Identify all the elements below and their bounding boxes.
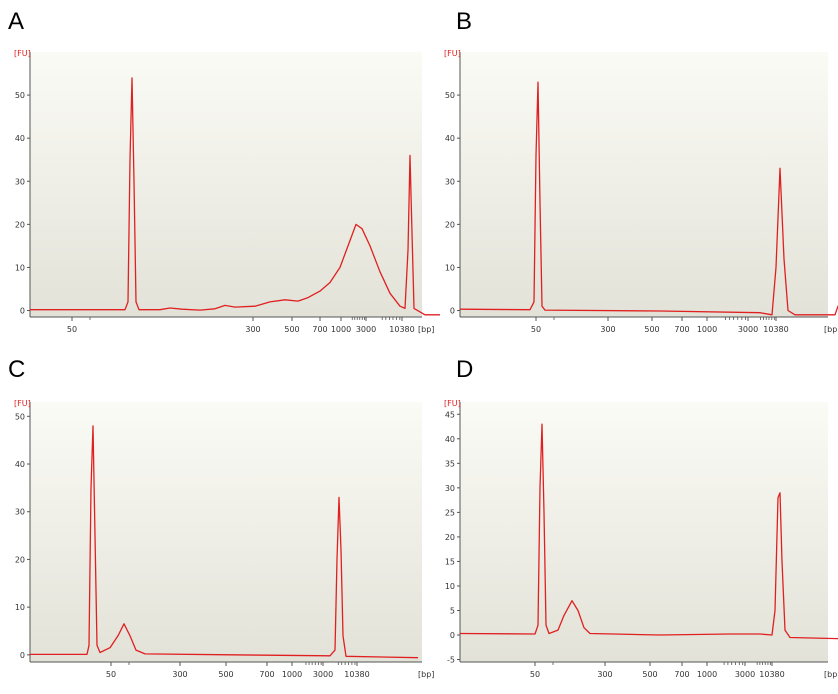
panel-letter-b: B [456, 8, 473, 35]
panel-letter-a: A [8, 8, 25, 35]
y-tick-label-c-0: 0 [20, 651, 25, 660]
trace-line-c [30, 425, 419, 659]
y-tick-label-b-3: 30 [445, 177, 455, 186]
chart-panel-c: C 0 10 20 30 40 50 [FU] 50 300 500 700 1000 3000 1038… [8, 356, 434, 690]
y-tick-label-d-9: 40 [445, 435, 455, 444]
y-tick-label-d-4: 15 [445, 557, 455, 566]
plot-area-d [460, 402, 828, 662]
x-tick-label-a-3: 700 [312, 325, 327, 334]
x-tick-label-c-6: 10380 [344, 670, 369, 679]
y-tick-label-a-5: 50 [15, 91, 25, 100]
y-tick-label-c-5: 50 [15, 412, 25, 421]
y-tick-label-d-2: 5 [450, 606, 455, 615]
x-tick-label-b-0: 50 [531, 325, 541, 334]
x-tick-label-d-4: 1000 [697, 670, 717, 679]
y-tick-label-c-4: 40 [15, 460, 25, 469]
x-tick-label-b-3: 700 [674, 325, 689, 334]
x-tick-label-c-4: 1000 [282, 670, 302, 679]
x-tick-label-d-6: 10380 [759, 670, 784, 679]
x-tick-label-d-0: 50 [530, 670, 540, 679]
y-tick-label-d-6: 25 [445, 508, 455, 517]
x-axis-unit-d: [bp] [824, 670, 838, 679]
y-tick-label-a-2: 20 [15, 220, 25, 229]
panel-letter-c: C [8, 356, 26, 383]
electropherogram-a: 0 10 20 30 40 50 [FU] 50 300 500 700 1000 3000 10380 [… [14, 49, 440, 334]
electropherogram-d: -5 0 5 10 15 20 25 30 35 40 45 [FU] 50 300 500 700 1000 3… [444, 399, 838, 679]
y-tick-label-d-5: 20 [445, 533, 455, 542]
x-tick-label-b-2: 500 [644, 325, 659, 334]
y-axis-unit-a: [FU] [14, 49, 31, 58]
x-axis-unit-c: [bp] [418, 670, 434, 679]
x-tick-label-c-5: 3000 [313, 670, 333, 679]
y-tick-label-c-1: 10 [15, 603, 25, 612]
y-tick-label-a-1: 10 [15, 263, 25, 272]
electropherogram-b: 0 10 20 30 40 50 [FU] 50 300 500 700 1000 3000 10380 [… [444, 49, 838, 334]
y-tick-label-d-7: 30 [445, 484, 455, 493]
y-tick-label-d-0: -5 [447, 656, 455, 665]
y-tick-label-b-4: 40 [445, 134, 455, 143]
panel-letter-d: D [456, 356, 474, 383]
x-tick-label-c-1: 300 [172, 670, 187, 679]
x-tick-label-d-2: 500 [642, 670, 657, 679]
x-tick-label-b-1: 300 [600, 325, 615, 334]
trace-line-a [30, 77, 440, 316]
x-tick-label-b-4: 1000 [697, 325, 717, 334]
y-tick-label-d-10: 45 [445, 410, 455, 419]
chart-panel-d: D -5 0 5 10 15 20 25 30 35 40 45 [FU] 50 300 500 700 100… [444, 356, 838, 690]
plot-area-b [460, 52, 828, 317]
x-tick-label-a-4: 1000 [331, 325, 351, 334]
x-tick-label-a-5: 3000 [356, 325, 376, 334]
y-axis-unit-c: [FU] [14, 399, 31, 408]
x-tick-label-a-6: 10380 [389, 325, 414, 334]
plot-area-a [30, 52, 422, 317]
y-tick-label-d-8: 35 [445, 459, 455, 468]
y-tick-label-a-0: 0 [20, 307, 25, 316]
y-tick-label-a-4: 40 [15, 134, 25, 143]
y-axis-unit-b: [FU] [444, 49, 461, 58]
x-tick-label-a-2: 500 [284, 325, 299, 334]
x-tick-label-c-3: 700 [259, 670, 274, 679]
x-tick-label-b-5: 3000 [738, 325, 758, 334]
x-tick-label-d-1: 300 [597, 670, 612, 679]
y-tick-label-b-5: 50 [445, 91, 455, 100]
y-tick-label-d-3: 10 [445, 582, 455, 591]
electropherogram-c: 0 10 20 30 40 50 [FU] 50 300 500 700 1000 3000 10380 [… [14, 399, 434, 679]
y-tick-label-b-1: 10 [445, 263, 455, 272]
x-tick-label-a-0: 50 [67, 325, 77, 334]
y-tick-label-c-2: 20 [15, 555, 25, 564]
x-tick-label-b-6: 10380 [763, 325, 788, 334]
x-tick-label-d-3: 700 [674, 670, 689, 679]
x-axis-unit-a: [bp] [418, 325, 434, 334]
y-tick-label-a-3: 30 [15, 177, 25, 186]
y-tick-label-b-2: 20 [445, 220, 455, 229]
y-tick-label-d-1: 0 [450, 631, 455, 640]
x-tick-label-a-1: 300 [245, 325, 260, 334]
x-tick-label-d-5: 3000 [735, 670, 755, 679]
x-tick-label-c-2: 500 [218, 670, 233, 679]
y-tick-label-b-0: 0 [450, 307, 455, 316]
y-axis-unit-d: [FU] [444, 399, 461, 408]
x-tick-label-c-0: 50 [106, 670, 116, 679]
trace-line-d [459, 423, 838, 640]
chart-panel-b: B 0 10 20 30 40 50 [FU] 50 300 500 700 1000 3000 1038… [444, 8, 838, 350]
chart-panel-a: A 0 10 20 30 40 50 [FU] 50 300 500 700 1000 3000 1038… [8, 8, 440, 350]
x-axis-unit-b: [bp] [824, 325, 838, 334]
trace-line-b [459, 81, 838, 316]
y-tick-label-c-3: 30 [15, 508, 25, 517]
